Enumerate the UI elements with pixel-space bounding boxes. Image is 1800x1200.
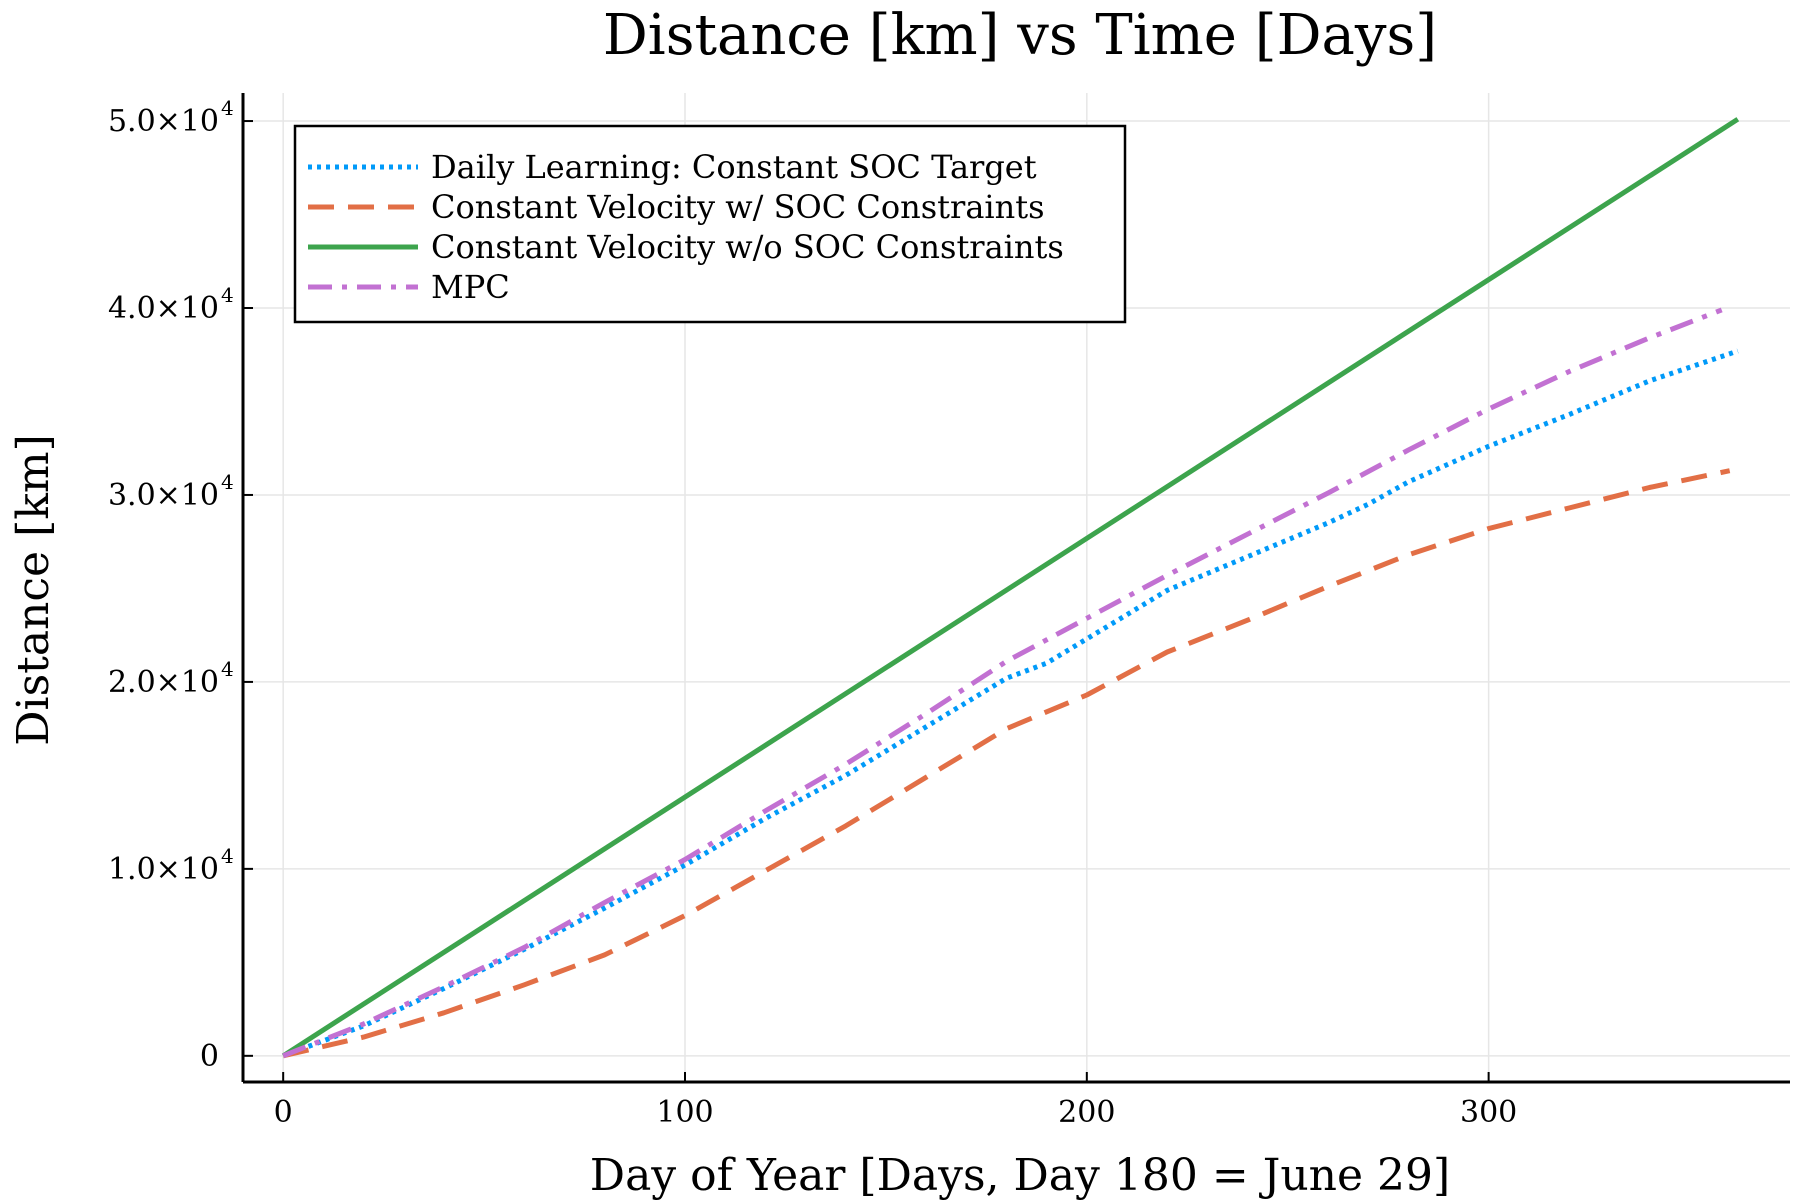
legend-label-daily-learning: Daily Learning: Constant SOC Target [431,148,1037,186]
x-axis-label: Day of Year [Days, Day 180 = June 29] [590,1150,1450,1200]
y-tick-label: 4.0×10 [108,291,219,326]
x-tick-label: 100 [656,1095,713,1130]
legend-label-mpc: MPC [431,268,510,306]
legend-box [293,124,1127,324]
series-constant-velocity-soc [282,468,1731,1059]
y-tick-exponent: 4 [221,283,234,307]
legend-label-constant-velocity-no-soc: Constant Velocity w/o SOC Constraints [431,228,1064,266]
x-tick-label: 300 [1460,1095,1517,1130]
chart-title: Distance [km] vs Time [Days] [603,3,1437,68]
series-layer [281,117,1740,1059]
y-tick-exponent: 4 [221,470,234,494]
x-tick-label: 0 [274,1095,293,1130]
y-axis-label: Distance [km] [8,434,59,746]
y-tick-exponent: 4 [221,657,234,681]
y-tick-exponent: 4 [221,844,234,868]
legend-label-constant-velocity-soc: Constant Velocity w/ SOC Constraints [431,188,1045,226]
series-constant-velocity-no-soc [281,117,1740,1058]
legend: Daily Learning: Constant SOC Target Cons… [293,124,1127,324]
y-tick-label: 0 [200,1039,219,1074]
y-tick-label: 5.0×10 [108,104,219,139]
y-tick-label: 3.0×10 [108,478,219,513]
y-tick-label: 1.0×10 [108,852,219,887]
y-tick-label: 2.0×10 [108,665,219,700]
x-tick-label: 200 [1058,1095,1115,1130]
y-tick-exponent: 4 [221,96,234,120]
series-daily-learning [282,348,1739,1059]
series-mpc [282,307,1723,1059]
